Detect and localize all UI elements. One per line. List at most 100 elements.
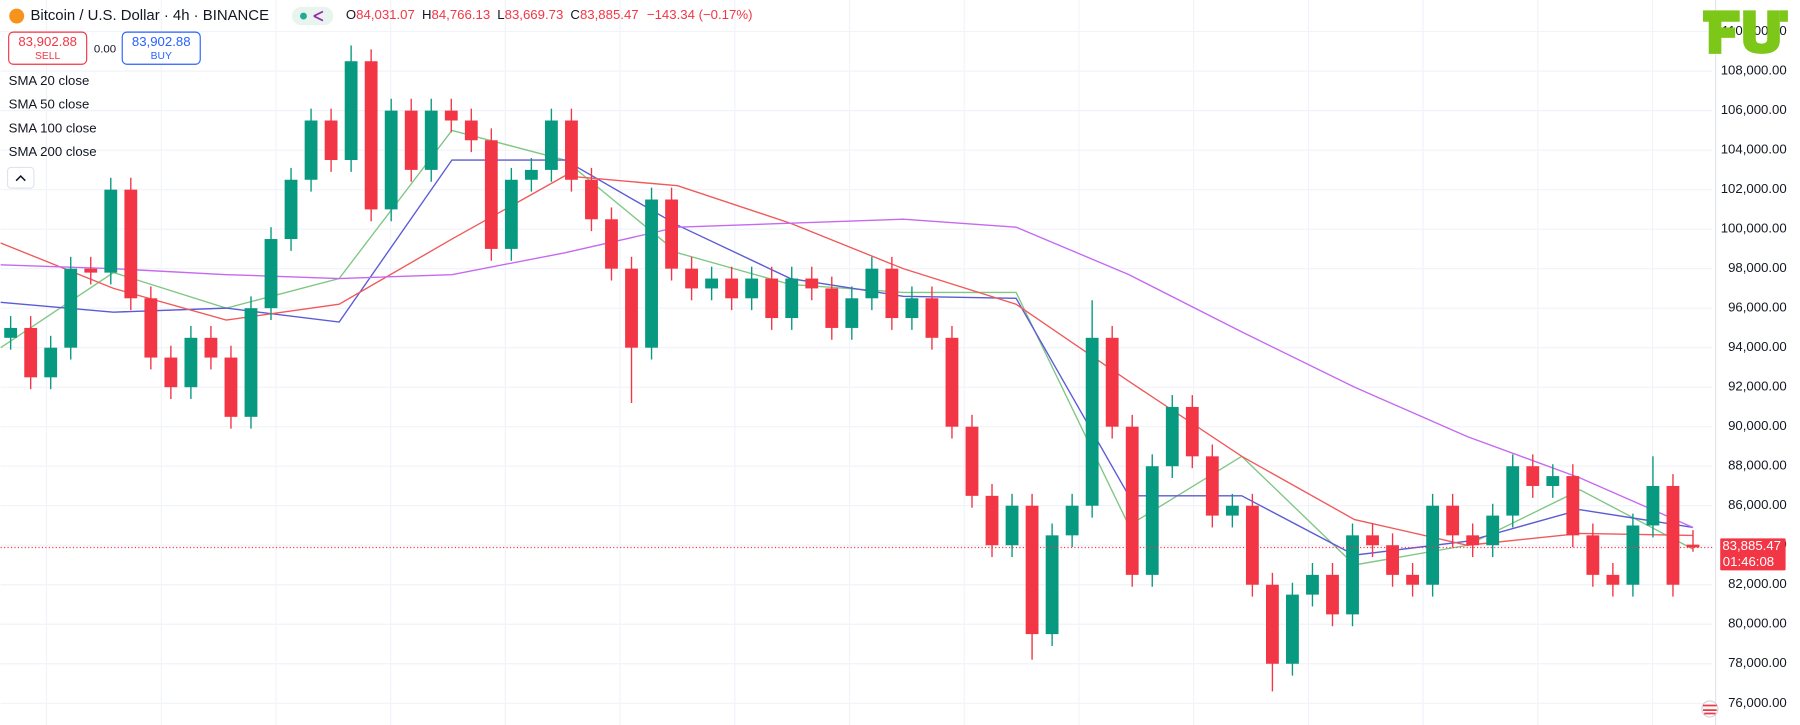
candle-body — [605, 219, 618, 269]
candle-body — [404, 110, 418, 170]
sma-line — [0, 218, 1694, 529]
price-axis: 76,000.0078,000.0080,000.0082,000.0084,0… — [1720, 23, 1787, 710]
candle-body — [885, 268, 899, 319]
plot — [0, 31, 1713, 704]
logo-f — [1703, 10, 1740, 54]
candle-body — [184, 337, 198, 388]
candle-body — [1145, 466, 1159, 575]
candle-body — [504, 179, 518, 249]
candle-body — [464, 120, 478, 141]
candle-body — [484, 140, 498, 249]
logo — [1703, 10, 1788, 54]
candle-body — [925, 298, 939, 338]
candle-body — [705, 278, 719, 289]
legend-entry: SMA 20 close — [9, 73, 90, 88]
change: −143.34 (−0.17%) — [647, 8, 753, 23]
candle-body — [965, 426, 979, 496]
candle-body — [324, 120, 338, 161]
collapse-button[interactable] — [6, 166, 35, 189]
candle-body — [765, 278, 779, 319]
candle-body — [1005, 505, 1019, 546]
ohlc-value: 84,031.07 — [356, 8, 415, 23]
y-tick-label: 100,000.00 — [1721, 221, 1787, 236]
candle-body — [565, 120, 578, 180]
candle-body — [845, 298, 859, 328]
candle-body — [1586, 535, 1600, 575]
candle-body — [1306, 574, 1319, 595]
legend-entry: SMA 200 close — [9, 144, 97, 159]
ohlc-letter: H — [422, 8, 432, 23]
y-tick-label: 106,000.00 — [1721, 102, 1787, 117]
candle-body — [1486, 515, 1500, 546]
candle-body — [1085, 337, 1099, 506]
logo-u — [1743, 10, 1780, 54]
trade-buttons: 83,902.88 SELL 0.00 83,902.88 BUY — [8, 31, 201, 65]
candle-body — [64, 268, 78, 348]
y-tick-label: 86,000.00 — [1728, 497, 1787, 512]
candle-body — [665, 199, 678, 269]
y-tick-label: 78,000.00 — [1728, 655, 1787, 670]
candle-body — [1646, 485, 1660, 526]
candle-body — [785, 278, 799, 319]
candle-body — [1205, 456, 1219, 516]
candle-body — [424, 110, 438, 170]
buy-button[interactable] — [121, 31, 201, 65]
candle-body — [1686, 544, 1700, 548]
candle-body — [124, 189, 138, 299]
candle-body — [1406, 574, 1420, 585]
candle-body — [24, 327, 38, 378]
sma-line — [0, 175, 1694, 546]
countdown: 01:46:08 — [1723, 554, 1774, 569]
y-tick-label: 82,000.00 — [1728, 576, 1787, 591]
buy-label: BUY — [151, 51, 172, 62]
share-icon — [313, 10, 324, 22]
candle-body — [1165, 406, 1179, 467]
status-pill[interactable] — [292, 6, 334, 26]
btc-icon — [9, 8, 25, 24]
candle-body — [1045, 535, 1059, 635]
candle-body — [284, 179, 298, 240]
candle-body — [44, 347, 58, 378]
candle-body — [1025, 505, 1039, 635]
candle-body — [84, 268, 98, 273]
candle-body — [1366, 535, 1379, 546]
candle-body — [805, 278, 819, 289]
legend-entry: SMA 100 close — [9, 120, 97, 135]
legend-entry: SMA 50 close — [9, 97, 90, 112]
ohlc-letter: O — [346, 8, 356, 23]
candle-body — [1446, 505, 1460, 536]
buy-price: 83,902.88 — [132, 34, 191, 49]
legend: SMA 20 close SMA 50 close SMA 100 close SMA… — [9, 73, 97, 159]
candle-body — [264, 239, 278, 309]
sell-button[interactable] — [8, 31, 88, 65]
candle-body — [1466, 535, 1480, 546]
y-tick-label: 94,000.00 — [1728, 339, 1787, 354]
collapse-icon — [15, 175, 26, 182]
vertical-grid — [45, 0, 1717, 725]
ohlc-letter: C — [570, 8, 580, 23]
candle-body — [1626, 525, 1640, 585]
candle-body — [1125, 426, 1139, 575]
candle-body — [945, 337, 959, 427]
y-tick-label: 108,000.00 — [1721, 63, 1787, 78]
candle-body — [164, 357, 178, 388]
ohlc: O84,031.07 H84,766.13 L83,669.73 C83,885… — [346, 8, 753, 23]
candle-body — [1105, 337, 1119, 427]
header: Bitcoin / U.S. Dollar · 4h · BINANCE O84… — [9, 6, 753, 26]
candle-body — [1606, 574, 1620, 585]
candle-body — [1326, 574, 1339, 615]
sell-price: 83,902.88 — [18, 34, 77, 49]
candle-body — [725, 278, 739, 299]
candle-body — [244, 308, 258, 417]
y-tick-label: 96,000.00 — [1728, 300, 1787, 315]
y-tick-label: 88,000.00 — [1728, 458, 1787, 473]
y-tick-label: 98,000.00 — [1728, 260, 1787, 275]
candle-body — [985, 495, 999, 546]
region-icon[interactable] — [1701, 700, 1719, 718]
y-tick-label: 102,000.00 — [1721, 181, 1787, 196]
candle-body — [1225, 505, 1239, 516]
candle-body — [1506, 466, 1520, 516]
candle-body — [1065, 505, 1079, 536]
candle-body — [304, 120, 318, 180]
